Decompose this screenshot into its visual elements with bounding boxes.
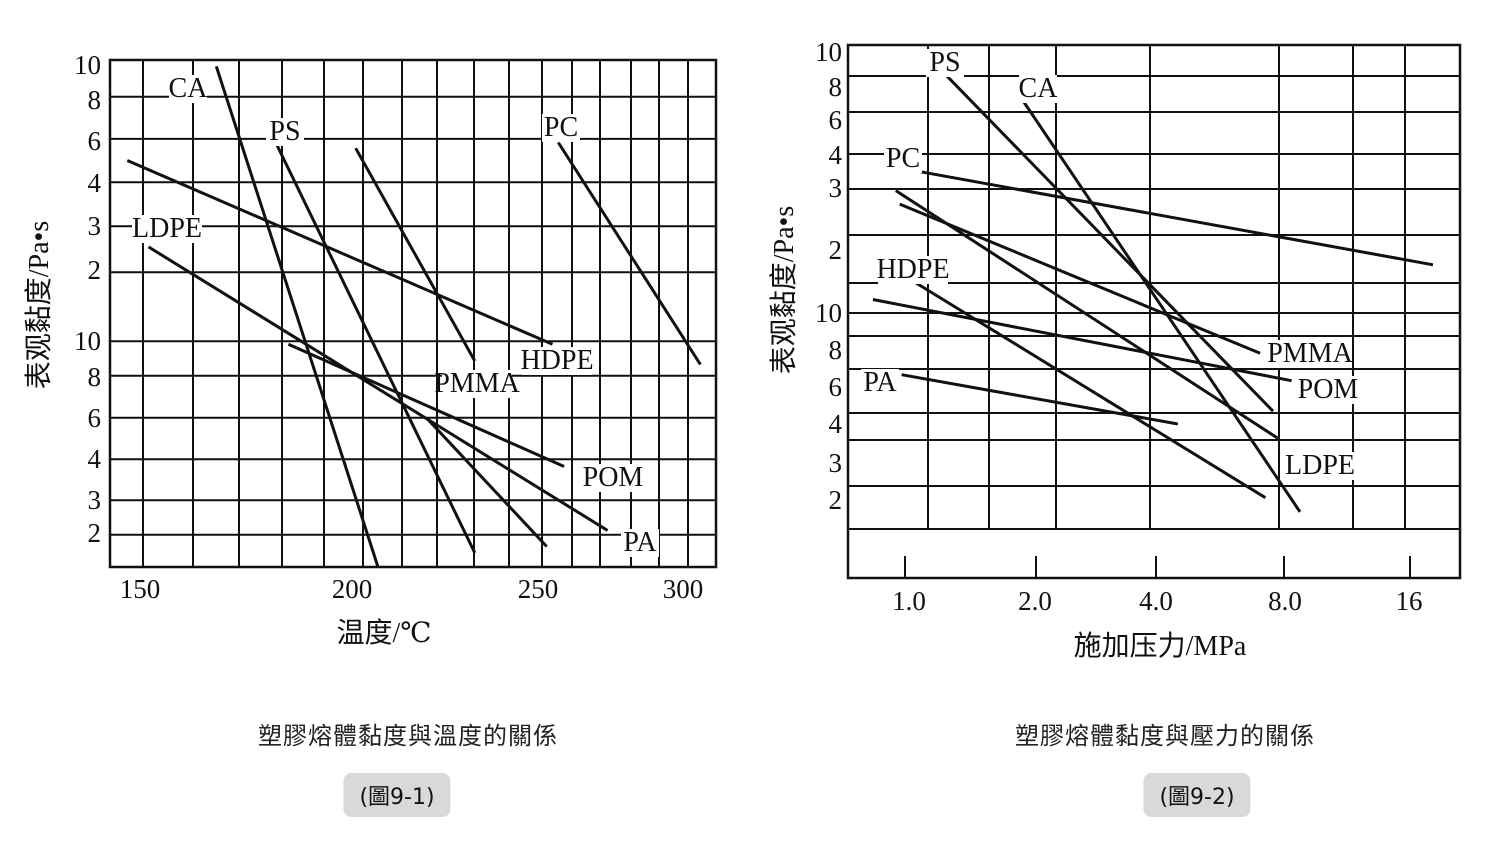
y-tick-label: 2 <box>88 518 102 548</box>
series-line-pc <box>912 168 1434 267</box>
series-label-bg <box>169 75 207 103</box>
y-tick-label: 10 <box>74 50 101 80</box>
gridlines <box>848 45 1460 578</box>
y-tick-label: 3 <box>829 173 843 203</box>
series-label-bg <box>1301 376 1355 404</box>
y-tick-label: 3 <box>88 485 102 515</box>
y-tick-label: 3 <box>829 448 843 478</box>
series-label: PMMA <box>1267 338 1353 369</box>
y-tick-label: 8 <box>829 335 843 365</box>
series-label: LDPE <box>132 213 202 244</box>
y-tick-label: 2 <box>88 255 102 285</box>
y-tick-label: 2 <box>829 235 843 265</box>
series-line-pmma <box>354 147 477 362</box>
series-label: PC <box>544 112 578 143</box>
series-label-bg <box>884 145 922 173</box>
series-label-bg <box>878 256 948 284</box>
series-label-bg <box>926 49 964 77</box>
y-tick-label: 6 <box>88 126 102 156</box>
figure-1-caption: 塑膠熔體黏度與溫度的關係 <box>258 722 558 750</box>
y-tick-label: 8 <box>88 85 102 115</box>
series-label: POM <box>1298 374 1359 405</box>
series-label-bg <box>586 464 640 492</box>
series-line-pa <box>425 416 548 548</box>
series-label: PA <box>623 527 657 558</box>
series-label: POM <box>583 462 644 493</box>
series-label-bg <box>522 347 592 375</box>
y-axis-title: 表观黏度/Pa•s <box>768 206 800 374</box>
chart-2: PSCAPCPMMALDPEHDPEPOMPA108643210864321.0… <box>768 37 1462 662</box>
series-label: LDPE <box>1285 450 1355 481</box>
y-tick-label: 8 <box>88 362 102 392</box>
series-label-bg <box>542 114 580 142</box>
x-axis-title: 温度/℃ <box>336 617 431 649</box>
y-tick-label: 8 <box>829 72 843 102</box>
series-line-hdpe <box>126 159 554 346</box>
figure-1-number: (圖9-1) <box>343 773 451 817</box>
plot-frame <box>108 58 718 569</box>
y-tick-label: 4 <box>829 140 843 170</box>
x-tick-label: 1.0 <box>892 586 926 616</box>
series-line-ca <box>1019 96 1302 513</box>
y-tick-label: 6 <box>829 105 843 135</box>
series-line-ca <box>214 65 380 568</box>
y-tick-label: 6 <box>829 372 843 402</box>
series-label: PMMA <box>434 368 520 399</box>
series-label: PS <box>269 116 300 147</box>
y-tick-label: 2 <box>829 485 843 515</box>
series-line-pa <box>901 373 1179 426</box>
series-line-hdpe <box>908 277 1267 499</box>
series-line-ldpe <box>894 189 1279 440</box>
series-line-ps <box>945 74 1275 413</box>
series-line-pc <box>557 141 702 366</box>
figure-2-caption: 塑膠熔體黏度與壓力的關係 <box>1015 722 1315 750</box>
y-tick-label: 4 <box>829 409 843 439</box>
y-tick-label: 3 <box>88 211 102 241</box>
x-tick-label: 4.0 <box>1139 586 1173 616</box>
series-label-bg <box>621 529 659 557</box>
x-tick-label: 2.0 <box>1018 586 1052 616</box>
plot-frame <box>846 43 1462 580</box>
x-tick-label: 200 <box>332 574 373 604</box>
x-tick-label: 16 <box>1396 586 1423 616</box>
y-tick-label: 4 <box>88 168 102 198</box>
x-tick-label: 150 <box>120 574 161 604</box>
series-label-bg <box>442 370 512 398</box>
series-line-ldpe <box>147 245 609 532</box>
series-label-bg <box>266 118 304 146</box>
x-tick-label: 250 <box>518 574 559 604</box>
figure-2-number: (圖9-2) <box>1143 773 1251 817</box>
y-tick-label: 10 <box>815 298 842 328</box>
series-line-pom <box>287 342 565 468</box>
series-label: HDPE <box>876 254 949 285</box>
x-tick-label: 300 <box>663 574 704 604</box>
series-label-bg <box>1275 340 1345 368</box>
series-label-bg <box>861 369 899 397</box>
series-label: CA <box>1019 73 1059 104</box>
series-line-pmma <box>899 202 1261 355</box>
series-label: CA <box>169 73 209 104</box>
y-tick-label: 6 <box>88 403 102 433</box>
series-label: PC <box>886 143 920 174</box>
chart-1: CAPSPMMAPCHDPELDPEPOMPA10864321086432150… <box>23 50 718 649</box>
y-axis-title: 表观黏度/Pa•s <box>23 221 55 389</box>
series-label: PS <box>929 47 960 78</box>
series-line-ps <box>274 141 477 554</box>
series-line-pom <box>872 298 1292 383</box>
y-tick-label: 10 <box>815 37 842 67</box>
series-label-bg <box>1285 452 1355 480</box>
x-tick-label: 8.0 <box>1268 586 1302 616</box>
series-label-bg <box>132 215 202 243</box>
y-tick-label: 10 <box>74 326 101 356</box>
series-label-bg <box>1019 75 1057 103</box>
series-label: HDPE <box>520 345 593 376</box>
y-tick-label: 4 <box>88 444 102 474</box>
series-label: PA <box>863 367 897 398</box>
x-axis-title: 施加压力/MPa <box>1074 630 1247 662</box>
